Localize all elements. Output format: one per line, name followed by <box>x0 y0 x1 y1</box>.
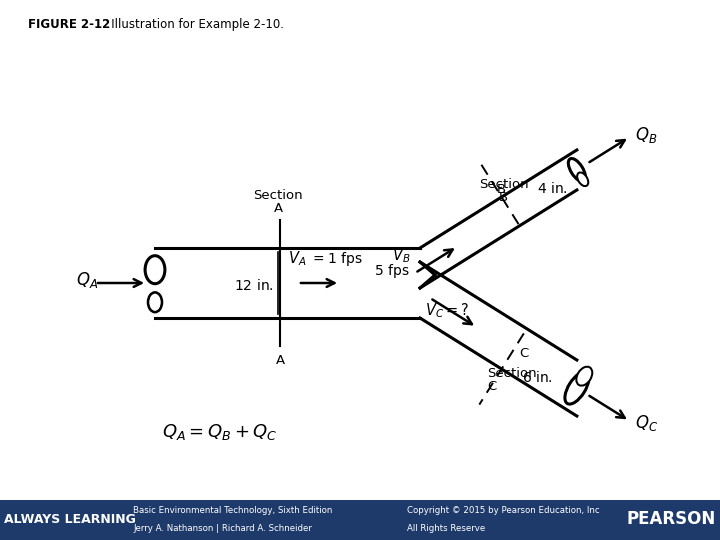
Text: Basic Environmental Technology, Sixth Edition: Basic Environmental Technology, Sixth Ed… <box>133 506 333 515</box>
Text: Illustration for Example 2-10.: Illustration for Example 2-10. <box>100 18 284 31</box>
Text: $12\ \mathrm{in.}$: $12\ \mathrm{in.}$ <box>234 279 274 294</box>
Text: A: A <box>276 354 284 367</box>
Text: Section: Section <box>253 189 303 202</box>
Text: All Rights Reserve: All Rights Reserve <box>407 524 485 532</box>
Text: A: A <box>274 202 282 215</box>
Text: $Q_C$: $Q_C$ <box>636 413 659 433</box>
Text: C: C <box>487 380 497 393</box>
Text: FIGURE 2-12: FIGURE 2-12 <box>28 18 110 31</box>
Text: $Q_B$: $Q_B$ <box>636 125 658 145</box>
Text: C: C <box>519 347 528 360</box>
Text: $Q_A$: $Q_A$ <box>76 270 98 290</box>
Text: $5\ \mathrm{fps}$: $5\ \mathrm{fps}$ <box>374 262 410 280</box>
Text: ALWAYS LEARNING: ALWAYS LEARNING <box>4 513 135 526</box>
Ellipse shape <box>149 294 161 311</box>
Text: Jerry A. Nathanson | Richard A. Schneider: Jerry A. Nathanson | Richard A. Schneide… <box>133 524 312 532</box>
Ellipse shape <box>578 173 588 185</box>
Ellipse shape <box>577 368 591 384</box>
Text: $4\ \mathrm{in.}$: $4\ \mathrm{in.}$ <box>536 181 567 197</box>
Text: $V_A$: $V_A$ <box>288 249 306 268</box>
Text: $6\ \mathrm{in.}$: $6\ \mathrm{in.}$ <box>522 370 552 384</box>
Text: Section: Section <box>479 178 528 191</box>
Text: $Q_A = Q_B + Q_C$: $Q_A = Q_B + Q_C$ <box>162 422 278 442</box>
Text: PEARSON: PEARSON <box>626 510 716 529</box>
Text: Section: Section <box>487 367 537 380</box>
Text: $V_C = ?$: $V_C = ?$ <box>425 301 469 320</box>
Text: B: B <box>499 191 508 204</box>
Text: $= 1\ \mathrm{fps}$: $= 1\ \mathrm{fps}$ <box>310 250 363 268</box>
Text: Copyright © 2015 by Pearson Education, Inc: Copyright © 2015 by Pearson Education, I… <box>407 506 600 515</box>
Text: B: B <box>497 183 506 196</box>
Text: $V_B$: $V_B$ <box>392 246 410 265</box>
